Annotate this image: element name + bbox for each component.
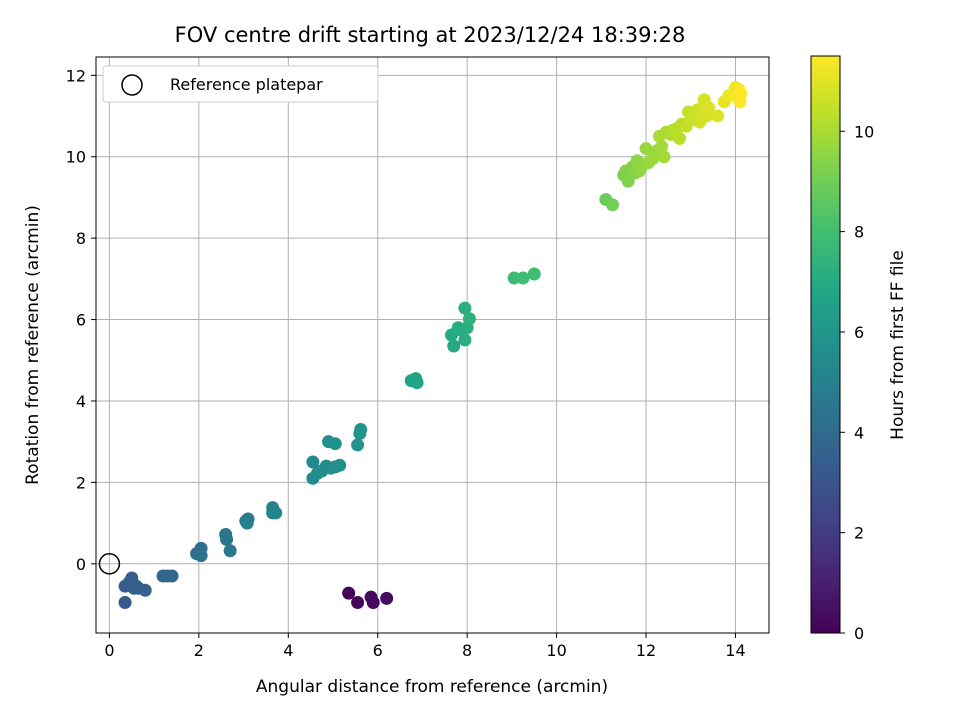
- colorbar-tick-label: 6: [854, 323, 864, 342]
- y-tick-label: 12: [66, 66, 86, 85]
- data-point: [269, 506, 283, 520]
- data-point: [673, 131, 687, 145]
- colorbar-tick-label: 0: [854, 624, 864, 643]
- data-point: [342, 586, 356, 600]
- data-point: [734, 87, 748, 101]
- x-tick-label: 8: [462, 641, 472, 660]
- legend-marker-icon: [121, 74, 143, 96]
- colorbar-ticks: 0 2 4 6 8 10: [840, 122, 874, 643]
- data-point: [240, 516, 254, 530]
- data-point: [366, 595, 380, 609]
- data-point: [118, 595, 132, 609]
- data-point: [458, 333, 472, 347]
- y-tick-label: 0: [76, 555, 86, 574]
- colorbar-label: Hours from first FF file: [888, 250, 908, 440]
- data-point: [165, 569, 179, 583]
- data-point: [702, 101, 716, 115]
- data-point: [351, 438, 365, 452]
- colorbar-tick-label: 4: [854, 423, 864, 442]
- data-point: [527, 267, 541, 281]
- y-axis-label: Rotation from reference (arcmin): [23, 205, 43, 485]
- data-point: [458, 301, 472, 315]
- data-point: [605, 198, 619, 212]
- y-tick-label: 2: [76, 473, 86, 492]
- data-point: [516, 271, 530, 285]
- data-points: [118, 81, 748, 609]
- x-axis-ticks: 0 2 4 6 8 10 12 14: [104, 633, 746, 660]
- data-point: [223, 544, 237, 558]
- colorbar-tick-label: 2: [854, 524, 864, 543]
- x-tick-label: 10: [546, 641, 566, 660]
- x-tick-label: 14: [725, 641, 745, 660]
- y-tick-label: 8: [76, 229, 86, 248]
- legend-box: [102, 65, 379, 103]
- x-tick-label: 0: [104, 641, 114, 660]
- data-point: [462, 312, 476, 326]
- reference-platepar-marker: [98, 553, 121, 575]
- x-tick-label: 4: [283, 641, 293, 660]
- x-tick-label: 12: [636, 641, 656, 660]
- legend-label: Reference platepar: [170, 75, 323, 94]
- x-axis-label: Angular distance from reference (arcmin): [256, 677, 608, 697]
- x-tick-label: 2: [194, 641, 204, 660]
- data-point: [138, 583, 152, 597]
- data-point: [639, 142, 653, 156]
- data-point: [711, 109, 725, 123]
- data-point: [354, 422, 368, 436]
- plot-frame: [95, 56, 770, 634]
- data-point: [657, 150, 671, 164]
- data-point: [220, 532, 234, 546]
- data-point: [655, 140, 669, 154]
- data-point: [194, 549, 208, 563]
- data-point: [410, 376, 424, 390]
- data-point: [328, 437, 342, 451]
- y-tick-label: 6: [76, 311, 86, 330]
- data-point: [306, 455, 320, 469]
- data-point: [351, 595, 365, 609]
- data-point: [333, 458, 347, 472]
- colorbar: [810, 55, 841, 634]
- y-tick-label: 10: [66, 148, 86, 167]
- x-tick-label: 6: [373, 641, 383, 660]
- legend: Reference platepar: [102, 65, 379, 103]
- data-point: [447, 339, 461, 353]
- chart-title: FOV centre drift starting at 2023/12/24 …: [175, 23, 686, 47]
- y-tick-label: 4: [76, 392, 86, 411]
- colorbar-tick-label: 10: [854, 122, 874, 141]
- colorbar-tick-label: 8: [854, 223, 864, 242]
- y-axis-ticks: 0 2 4 6 8 10 12: [66, 66, 96, 574]
- data-point: [507, 271, 521, 285]
- data-point: [380, 591, 394, 605]
